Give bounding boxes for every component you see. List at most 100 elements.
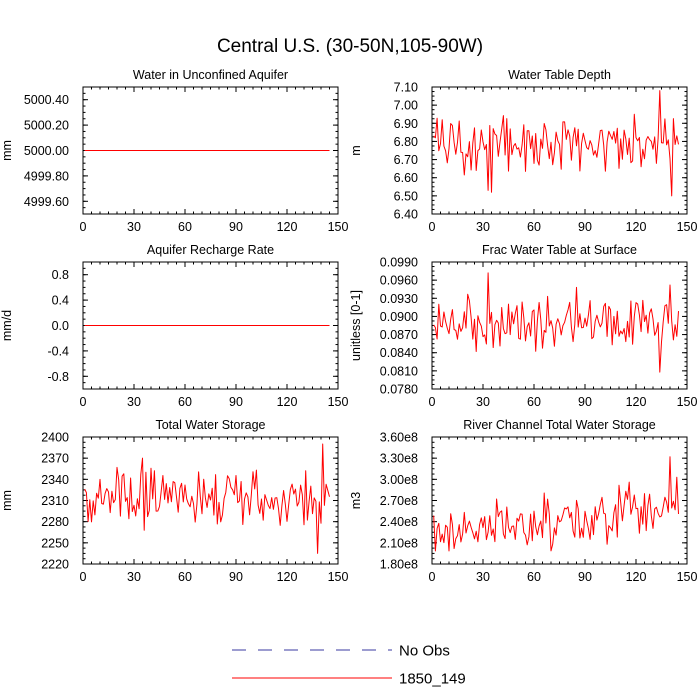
y-tick-label: 2.40e8: [380, 515, 418, 529]
y-tick-label: 0.8: [52, 268, 69, 282]
x-tick-label: 90: [578, 570, 592, 584]
y-tick-label: 2370: [41, 452, 69, 466]
y-axis-label: m3: [349, 492, 363, 509]
y-axis-label: m: [349, 145, 363, 155]
y-tick-label: 0.0840: [380, 346, 418, 360]
x-tick-label: 120: [626, 570, 647, 584]
chart-panel: Aquifer Recharge Rate 0 30 60 90 120 150 -0.8 -0…: [0, 243, 348, 409]
x-tick-label: 30: [476, 570, 490, 584]
x-tick-label: 150: [328, 395, 349, 409]
chart-panel: Frac Water Table at Surface 0 30 60 90 120 150…: [349, 243, 697, 409]
y-tick-label: 5000.20: [24, 119, 69, 133]
x-tick-label: 60: [178, 395, 192, 409]
y-tick-label: 2.10e8: [380, 536, 418, 550]
panel-title: Frac Water Table at Surface: [482, 243, 637, 257]
x-tick-label: 30: [127, 570, 141, 584]
y-tick-label: 0.0960: [380, 274, 418, 288]
y-tick-label: 3.60e8: [380, 431, 418, 445]
y-tick-label: 2310: [41, 494, 69, 508]
chart-panel: Water in Unconfined Aquifer 0 30 60 90 120 150…: [0, 68, 348, 234]
y-tick-label: 0.0810: [380, 364, 418, 378]
y-tick-label: 1.80e8: [380, 558, 418, 572]
y-tick-label: 2340: [41, 473, 69, 487]
y-tick-label: 5000.00: [24, 144, 69, 158]
y-tick-label: 6.80: [394, 135, 418, 149]
x-tick-label: 0: [429, 220, 436, 234]
y-tick-label: 2280: [41, 515, 69, 529]
y-tick-label: -0.8: [47, 370, 69, 384]
y-tick-label: 2400: [41, 431, 69, 445]
x-tick-label: 90: [229, 395, 243, 409]
series-line: [433, 90, 679, 197]
x-tick-label: 0: [80, 570, 87, 584]
x-tick-label: 150: [328, 220, 349, 234]
y-tick-label: 2250: [41, 536, 69, 550]
x-tick-label: 30: [476, 395, 490, 409]
x-tick-label: 90: [578, 395, 592, 409]
x-tick-label: 60: [527, 395, 541, 409]
y-tick-label: 0.0930: [380, 292, 418, 306]
x-tick-label: 30: [127, 395, 141, 409]
x-tick-label: 90: [229, 570, 243, 584]
panel-title: Water Table Depth: [508, 68, 611, 82]
x-tick-label: 0: [80, 220, 87, 234]
y-tick-label: 7.10: [394, 81, 418, 95]
y-axis-label: mm: [0, 490, 14, 511]
legend: No Obs 1850_149: [232, 643, 466, 688]
series-line: [433, 456, 679, 552]
y-tick-label: 0.0780: [380, 383, 418, 397]
y-tick-label: 6.50: [394, 189, 418, 203]
x-tick-label: 0: [429, 395, 436, 409]
y-tick-label: 0.0870: [380, 328, 418, 342]
x-tick-label: 150: [677, 395, 698, 409]
legend-label: No Obs: [399, 643, 450, 660]
chart-panel: River Channel Total Water Storage 0 30 60 90…: [349, 418, 697, 584]
y-tick-label: 2220: [41, 558, 69, 572]
x-tick-label: 0: [80, 395, 87, 409]
y-axis-label: unitless [0-1]: [349, 290, 363, 361]
y-tick-label: 0.0: [52, 319, 69, 333]
y-tick-label: 6.60: [394, 171, 418, 185]
x-tick-label: 120: [277, 220, 298, 234]
panel-title: Water in Unconfined Aquifer: [133, 68, 288, 82]
series-line: [433, 272, 679, 373]
x-tick-label: 60: [527, 220, 541, 234]
x-tick-label: 120: [626, 395, 647, 409]
y-tick-label: 4999.60: [24, 195, 69, 209]
x-tick-label: 90: [229, 220, 243, 234]
x-tick-label: 150: [677, 570, 698, 584]
y-tick-label: 2.70e8: [380, 494, 418, 508]
y-tick-label: 3.30e8: [380, 452, 418, 466]
x-tick-label: 60: [178, 570, 192, 584]
panel-title: Aquifer Recharge Rate: [147, 243, 274, 257]
y-tick-label: 0.0990: [380, 256, 418, 270]
y-tick-label: 0.4: [52, 294, 69, 308]
x-tick-label: 60: [527, 570, 541, 584]
y-tick-label: 0.0900: [380, 310, 418, 324]
y-tick-label: 6.90: [394, 117, 418, 131]
x-tick-label: 120: [626, 220, 647, 234]
chart-panel: Water Table Depth 0 30 60 90 120 150 6.40 6.50 6.…: [349, 68, 697, 234]
x-tick-label: 120: [277, 570, 298, 584]
panel-title: River Channel Total Water Storage: [463, 418, 656, 432]
chart-panel: Total Water Storage 0 30 60 90 120 150 2220 2250…: [0, 418, 348, 584]
x-tick-label: 150: [328, 570, 349, 584]
y-tick-label: 6.40: [394, 208, 418, 222]
chart-panels: Water in Unconfined Aquifer 0 30 60 90 120 150…: [0, 68, 697, 584]
y-tick-label: 3.00e8: [380, 473, 418, 487]
x-tick-label: 120: [277, 395, 298, 409]
x-tick-label: 0: [429, 570, 436, 584]
panel-title: Total Water Storage: [155, 418, 265, 432]
x-tick-label: 60: [178, 220, 192, 234]
y-tick-label: 4999.80: [24, 169, 69, 183]
y-axis-label: mm/d: [0, 310, 14, 341]
x-tick-label: 150: [677, 220, 698, 234]
y-axis-label: mm: [0, 140, 14, 161]
figure-title: Central U.S. (30-50N,105-90W): [217, 36, 483, 57]
y-tick-label: 6.70: [394, 153, 418, 167]
y-tick-label: -0.4: [47, 344, 69, 358]
series-line: [84, 443, 330, 554]
legend-label: 1850_149: [399, 671, 466, 688]
y-tick-label: 5000.40: [24, 93, 69, 107]
